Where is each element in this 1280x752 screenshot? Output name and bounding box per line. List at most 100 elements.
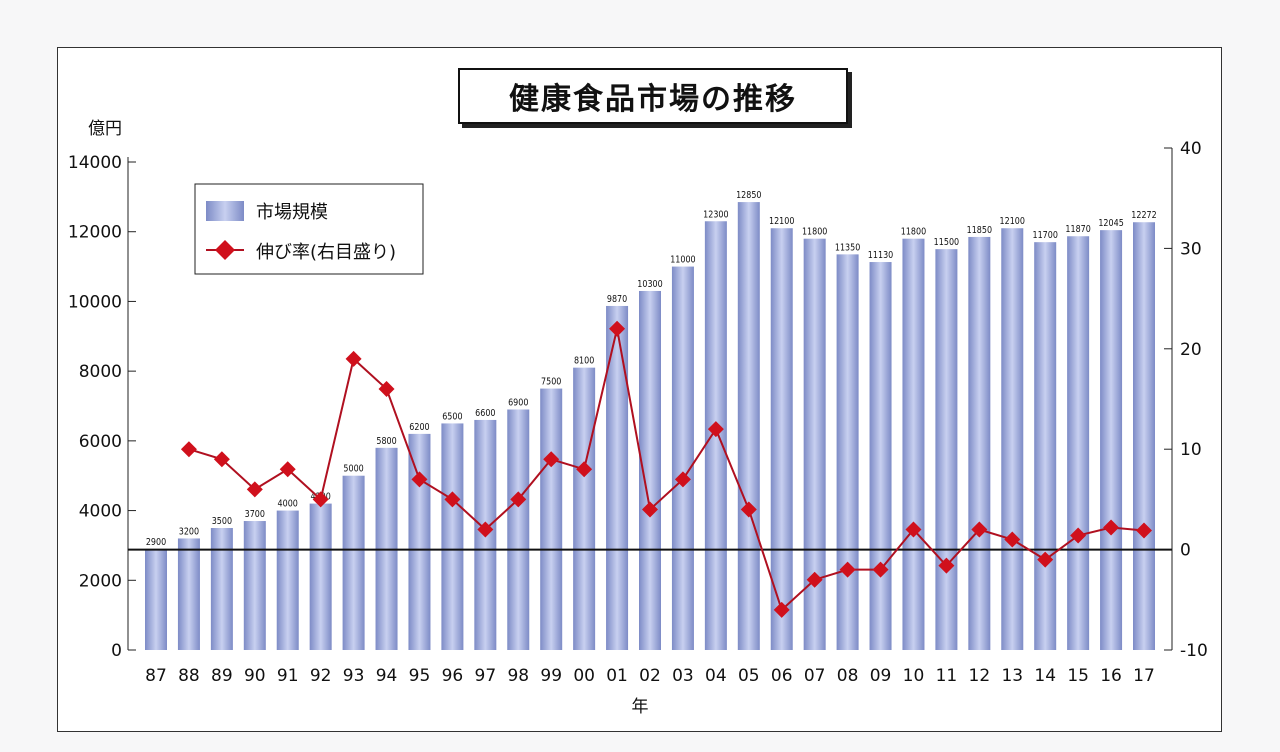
bar-data-label: 12100 [1000, 216, 1026, 227]
bar [408, 433, 431, 650]
growth-rate-point [905, 521, 922, 538]
bar-data-label: 6200 [409, 422, 430, 433]
x-axis-tick-label: 90 [244, 666, 266, 686]
right-axis-tick-label: -10 [1180, 641, 1208, 661]
bar-data-label: 12300 [703, 210, 729, 221]
bar [869, 262, 892, 650]
growth-rate-point [1004, 531, 1021, 548]
bar [210, 528, 233, 650]
bar-data-label: 11800 [901, 227, 927, 238]
chart-title: 健康食品市場の推移 [458, 68, 848, 124]
bar-data-label: 3500 [212, 516, 233, 527]
bar [309, 503, 332, 650]
bar-data-label: 11800 [802, 227, 828, 238]
x-axis-tick-label: 09 [870, 666, 892, 686]
growth-rate-point [279, 461, 296, 478]
growth-rate-point [1070, 527, 1087, 544]
x-axis-label: 年 [632, 697, 649, 717]
bar-data-label: 6900 [508, 398, 529, 409]
bar [441, 423, 464, 650]
bar-data-label: 5800 [376, 436, 397, 447]
bar [276, 510, 299, 650]
bar-data-label: 3700 [245, 509, 266, 520]
growth-rate-point [378, 380, 395, 397]
left-axis-unit: 億円 [88, 119, 122, 139]
left-axis-tick-label: 10000 [68, 292, 122, 312]
bar-data-label: 5000 [343, 464, 364, 475]
growth-rate-point [345, 350, 362, 367]
x-axis-tick-label: 96 [442, 666, 464, 686]
bar [1001, 228, 1024, 650]
bar [342, 475, 365, 650]
bar [902, 238, 925, 650]
left-axis-tick-label: 0 [111, 641, 122, 661]
x-axis-tick-label: 91 [277, 666, 299, 686]
bar-data-label: 11700 [1032, 230, 1058, 241]
growth-rate-line [188, 328, 1145, 612]
bar-data-label: 11000 [670, 255, 696, 266]
x-axis-tick-label: 17 [1133, 666, 1155, 686]
bar [770, 228, 793, 650]
legend-label-market-size: 市場規模 [256, 202, 328, 223]
bar-data-label: 12272 [1131, 211, 1156, 222]
growth-rate-point [444, 491, 461, 508]
growth-rate-point [806, 571, 823, 588]
left-axis-tick-label: 14000 [68, 153, 122, 173]
bar [243, 521, 266, 650]
growth-rate-point [740, 501, 757, 518]
x-axis-tick-label: 16 [1100, 666, 1122, 686]
bar [1133, 222, 1155, 650]
x-axis-tick-label: 10 [903, 666, 925, 686]
growth-rate-point [543, 451, 560, 468]
growth-rate-point [477, 521, 494, 538]
bar-data-label: 12045 [1098, 218, 1123, 229]
bar-data-label: 11500 [934, 237, 960, 248]
x-axis-tick-label: 95 [409, 666, 431, 686]
x-axis-tick-label: 08 [837, 666, 859, 686]
x-axis-tick-label: 00 [573, 666, 595, 686]
right-axis-tick-label: 0 [1180, 541, 1191, 561]
bar-data-label: 6500 [442, 412, 463, 423]
x-axis-tick-label: 94 [376, 666, 398, 686]
growth-rate-point [1103, 519, 1120, 536]
right-axis-tick-label: 10 [1180, 440, 1202, 460]
growth-rate-point [971, 521, 988, 538]
growth-rate-point [642, 501, 658, 518]
bar [836, 254, 859, 650]
growth-rate-point [938, 557, 955, 574]
x-axis-tick-label: 15 [1067, 666, 1089, 686]
x-axis-tick-label: 13 [1001, 666, 1023, 686]
bar [1100, 230, 1123, 650]
x-axis-tick-label: 93 [343, 666, 365, 686]
x-axis-tick-label: 99 [540, 666, 562, 686]
bar-data-label: 6600 [475, 408, 496, 419]
bar-data-label: 3200 [179, 527, 200, 538]
bar-data-label: 8100 [574, 356, 595, 367]
growth-rate-point [180, 441, 197, 458]
bar [671, 266, 694, 650]
growth-rate-point [246, 481, 263, 498]
bar-data-label: 11350 [835, 243, 861, 254]
growth-rate-point [213, 451, 230, 468]
growth-rate-point [312, 491, 329, 508]
x-axis-tick-label: 06 [771, 666, 793, 686]
bar [639, 290, 661, 650]
x-axis-tick-label: 98 [507, 666, 529, 686]
growth-rate-point [411, 471, 428, 488]
bar [1034, 242, 1057, 650]
growth-rate-point [1037, 551, 1054, 568]
x-axis-tick-label: 92 [310, 666, 332, 686]
bar [177, 538, 200, 650]
x-axis-tick-label: 88 [178, 666, 200, 686]
bar-data-label: 4000 [278, 499, 299, 510]
legend-label-growth-rate: 伸び率(右目盛り) [256, 242, 396, 263]
growth-rate-point [609, 320, 626, 337]
bar [935, 249, 958, 650]
bar-data-label: 12850 [736, 190, 762, 201]
bar [737, 202, 760, 651]
bar-data-label: 11130 [868, 250, 894, 261]
x-axis-tick-label: 11 [936, 666, 958, 686]
bar [1067, 236, 1090, 650]
growth-rate-point [872, 561, 889, 578]
x-axis-tick-label: 04 [705, 666, 727, 686]
